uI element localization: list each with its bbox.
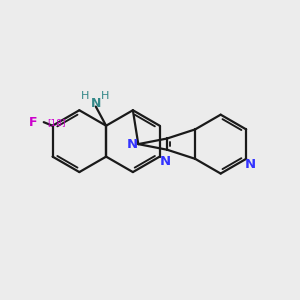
Text: N: N xyxy=(245,158,256,171)
Text: N: N xyxy=(91,97,101,110)
Text: F: F xyxy=(29,116,38,129)
Text: [18]: [18] xyxy=(48,118,66,127)
Text: H: H xyxy=(101,91,110,101)
Text: H: H xyxy=(80,91,89,101)
Text: N: N xyxy=(159,155,170,168)
Text: N: N xyxy=(127,138,138,151)
